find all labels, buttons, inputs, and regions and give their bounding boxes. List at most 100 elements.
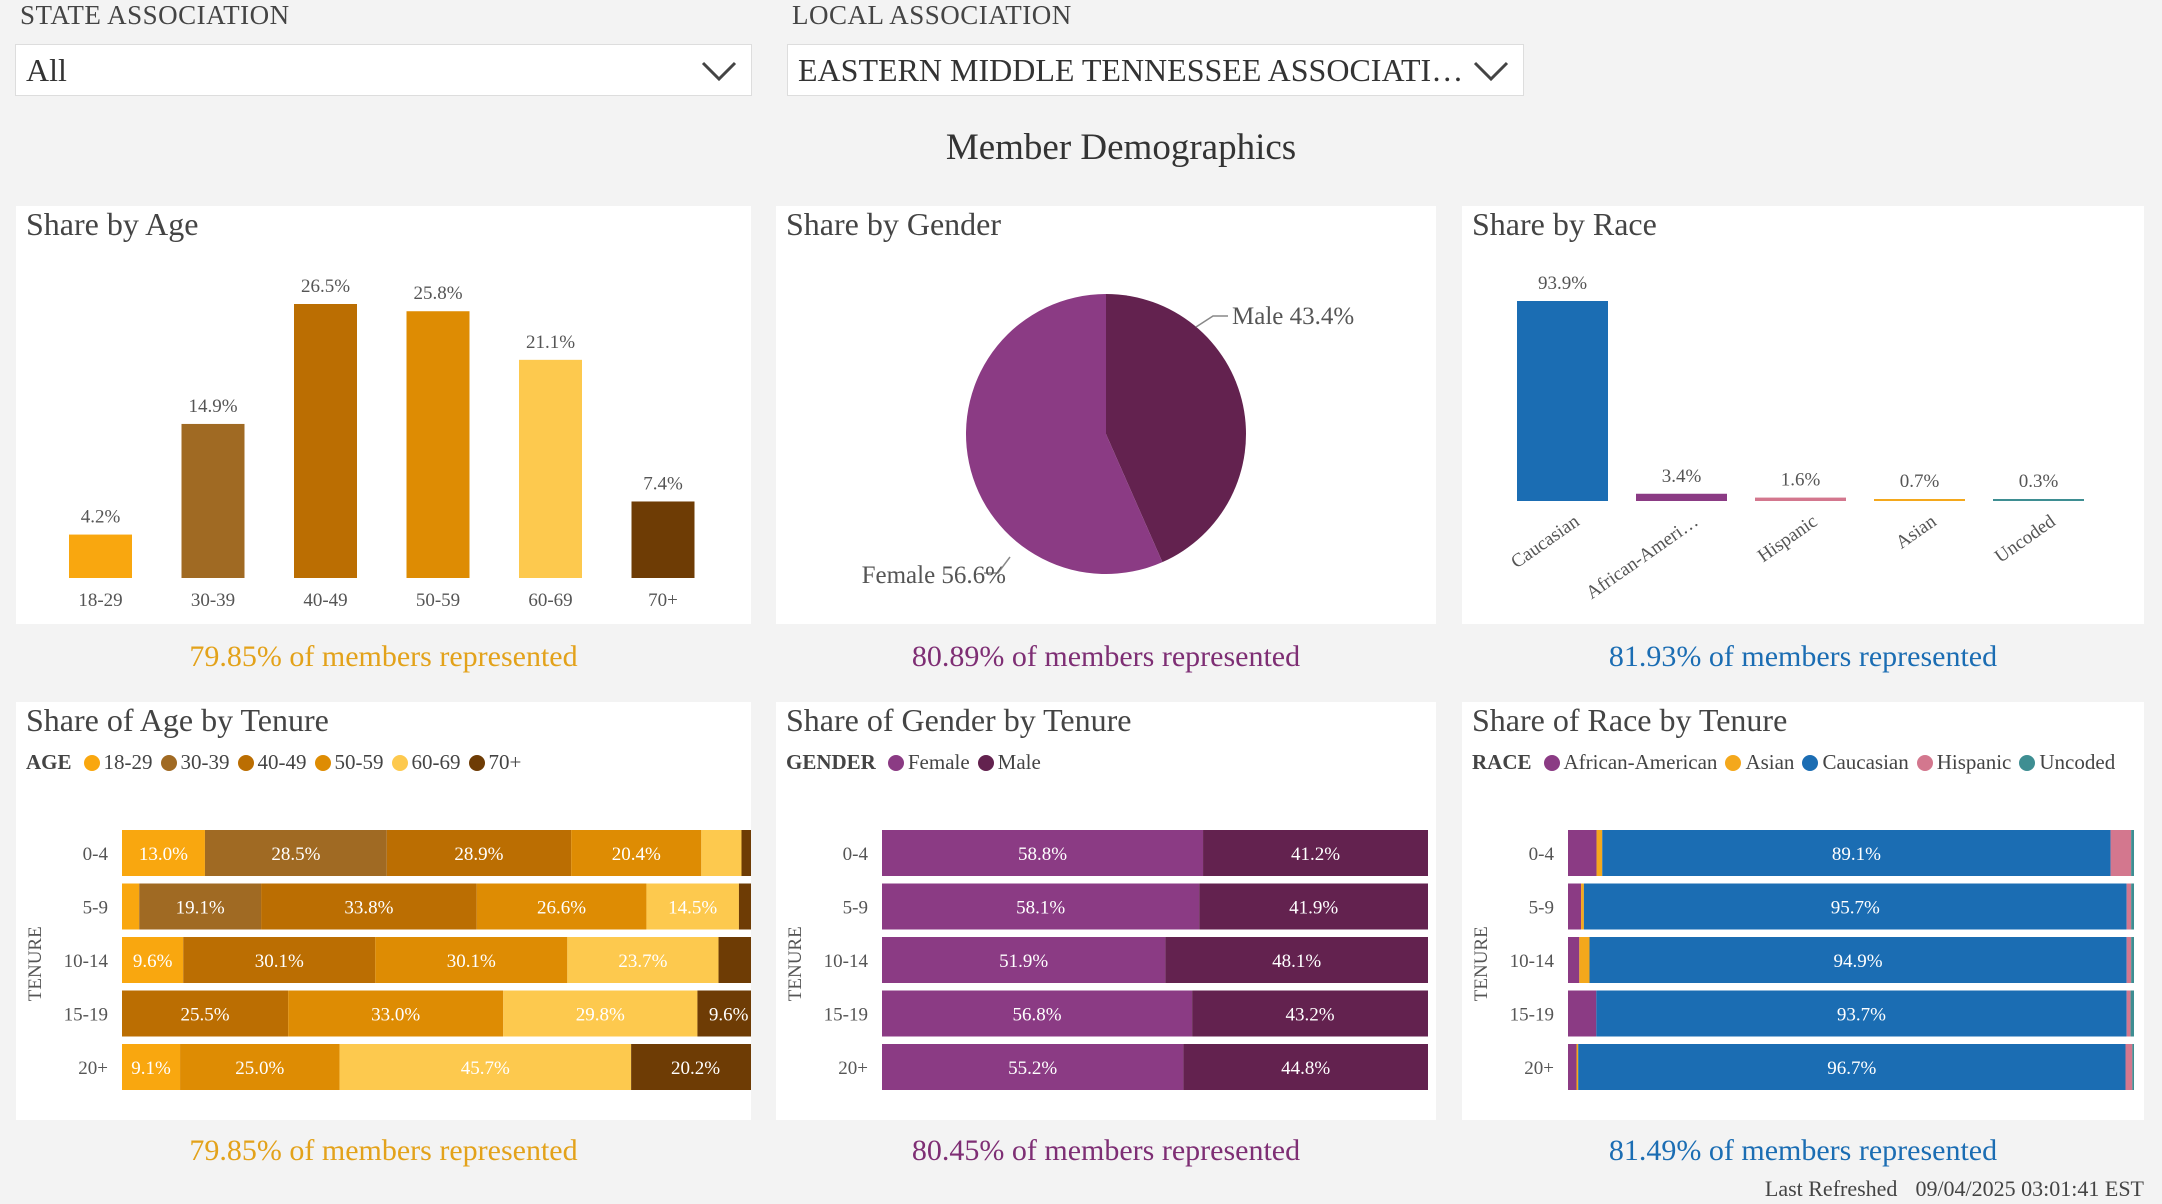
age-tenure-footnote: 79.85% of members represented: [189, 1134, 578, 1167]
gender-slice-male[interactable]: [1106, 294, 1246, 563]
stacked-segment[interactable]: [1203, 830, 1428, 876]
legend-item[interactable]: African-American: [1543, 750, 1717, 775]
stacked-segment[interactable]: [386, 830, 572, 876]
stacked-segment[interactable]: [503, 990, 698, 1037]
stacked-segment[interactable]: [1596, 830, 1603, 876]
legend-item[interactable]: Male: [977, 750, 1041, 775]
stacked-segment[interactable]: [375, 937, 568, 983]
stacked-segment[interactable]: [1583, 883, 2127, 930]
stacked-segment[interactable]: [183, 937, 376, 983]
stacked-segment[interactable]: [2132, 1044, 2134, 1090]
legend-label: Asian: [1745, 750, 1795, 774]
legend-item[interactable]: 40-49: [237, 750, 307, 775]
stacked-segment[interactable]: [122, 1044, 181, 1090]
stacked-segment[interactable]: [882, 1044, 1184, 1090]
tenure-tick-label: 10-14: [64, 951, 109, 972]
stacked-segment[interactable]: [1581, 883, 1584, 930]
stacked-segment[interactable]: [571, 830, 702, 876]
legend-item[interactable]: 30-39: [160, 750, 230, 775]
legend-item[interactable]: 18-29: [83, 750, 153, 775]
stacked-segment[interactable]: [1568, 937, 1580, 983]
stacked-segment[interactable]: [1568, 1044, 1577, 1090]
race-bar[interactable]: [1993, 499, 2084, 501]
stacked-segment[interactable]: [1192, 990, 1428, 1037]
stacked-segment[interactable]: [697, 990, 751, 1037]
race-bar[interactable]: [1755, 497, 1846, 501]
segment-label: 41.9%: [1289, 898, 1338, 919]
gender-label-female: Female 56.6%: [862, 562, 1006, 589]
legend-item[interactable]: Uncoded: [2019, 750, 2115, 775]
stacked-segment[interactable]: [882, 990, 1193, 1037]
gender-tenure-title: Share of Gender by Tenure: [786, 702, 1132, 738]
age-bar-label: 7.4%: [643, 473, 683, 494]
stacked-segment[interactable]: [1596, 990, 2127, 1037]
legend-dot-icon: [468, 754, 485, 771]
local-association-dropdown[interactable]: EASTERN MIDDLE TENNESSEE ASSOCIATI…: [787, 44, 1524, 96]
stacked-segment[interactable]: [2110, 830, 2132, 876]
stacked-segment[interactable]: [339, 1044, 632, 1090]
stacked-segment[interactable]: [882, 937, 1166, 983]
stacked-segment[interactable]: [1165, 937, 1428, 983]
state-association-value: All: [26, 51, 67, 88]
stacked-segment[interactable]: [718, 937, 751, 983]
legend-item[interactable]: Caucasian: [1802, 750, 1909, 775]
race-bar[interactable]: [1636, 493, 1727, 501]
stacked-segment[interactable]: [1568, 990, 1597, 1037]
race-bar[interactable]: [1517, 301, 1608, 501]
stacked-segment[interactable]: [2126, 990, 2131, 1037]
stacked-segment[interactable]: [1602, 830, 2111, 876]
legend-item[interactable]: 60-69: [391, 750, 461, 775]
stacked-segment[interactable]: [2131, 937, 2134, 983]
race-bar[interactable]: [1874, 499, 1965, 501]
stacked-segment[interactable]: [646, 883, 739, 930]
stacked-segment[interactable]: [2131, 883, 2134, 930]
stacked-segment[interactable]: [288, 990, 504, 1037]
age-bar-30-39[interactable]: [181, 423, 245, 578]
stacked-segment[interactable]: [1589, 937, 2127, 983]
age-footnote: 79.85% of members represented: [189, 640, 578, 673]
stacked-segment[interactable]: [701, 830, 742, 876]
stacked-segment[interactable]: [204, 830, 387, 876]
segment-label: 33.8%: [344, 898, 393, 919]
stacked-segment[interactable]: [1183, 1044, 1428, 1090]
stacked-segment[interactable]: [2125, 1044, 2133, 1090]
stacked-segment[interactable]: [631, 1044, 751, 1090]
stacked-segment[interactable]: [882, 883, 1200, 930]
stacked-segment[interactable]: [882, 830, 1204, 876]
stacked-segment[interactable]: [180, 1044, 340, 1090]
legend-item[interactable]: 70+: [468, 750, 521, 775]
stacked-segment[interactable]: [2130, 990, 2134, 1037]
age-bar-40-49[interactable]: [294, 304, 357, 578]
age-bar-50-59[interactable]: [406, 311, 470, 578]
stacked-segment[interactable]: [2126, 883, 2132, 930]
stacked-segment[interactable]: [122, 883, 140, 930]
stacked-segment[interactable]: [1578, 1044, 2126, 1090]
legend-item[interactable]: Female: [887, 750, 970, 775]
stacked-segment[interactable]: [1199, 883, 1428, 930]
age-bar-18-29[interactable]: [69, 534, 132, 578]
stacked-segment[interactable]: [741, 830, 751, 876]
stacked-segment[interactable]: [738, 883, 751, 930]
stacked-segment[interactable]: [2126, 937, 2132, 983]
stacked-segment[interactable]: [1568, 883, 1582, 930]
age-bar-60-69[interactable]: [519, 359, 582, 578]
stacked-segment[interactable]: [122, 937, 184, 983]
stacked-segment[interactable]: [567, 937, 719, 983]
legend-item[interactable]: Hispanic: [1916, 750, 2011, 775]
state-association-dropdown[interactable]: All: [15, 44, 752, 96]
stacked-segment[interactable]: [122, 990, 289, 1037]
gender-tenure-stacked-chart: TENURE 0-4 58.8% 41.2% 5-9 58.1% 41.9% 10-14 51.…: [785, 830, 1428, 1090]
stacked-segment[interactable]: [261, 883, 477, 930]
stacked-segment[interactable]: [122, 830, 205, 876]
legend-item[interactable]: 50-59: [314, 750, 384, 775]
stacked-segment[interactable]: [1579, 937, 1590, 983]
gender-slice-female[interactable]: [965, 294, 1163, 574]
stacked-segment[interactable]: [476, 883, 647, 930]
stacked-segment[interactable]: [2131, 830, 2134, 876]
legend-label: 50-59: [334, 750, 384, 774]
legend-item[interactable]: Asian: [1725, 750, 1794, 775]
stacked-segment[interactable]: [139, 883, 262, 930]
stacked-segment[interactable]: [1568, 830, 1597, 876]
stacked-segment[interactable]: [1576, 1044, 1579, 1090]
age-bar-70+[interactable]: [631, 501, 695, 578]
